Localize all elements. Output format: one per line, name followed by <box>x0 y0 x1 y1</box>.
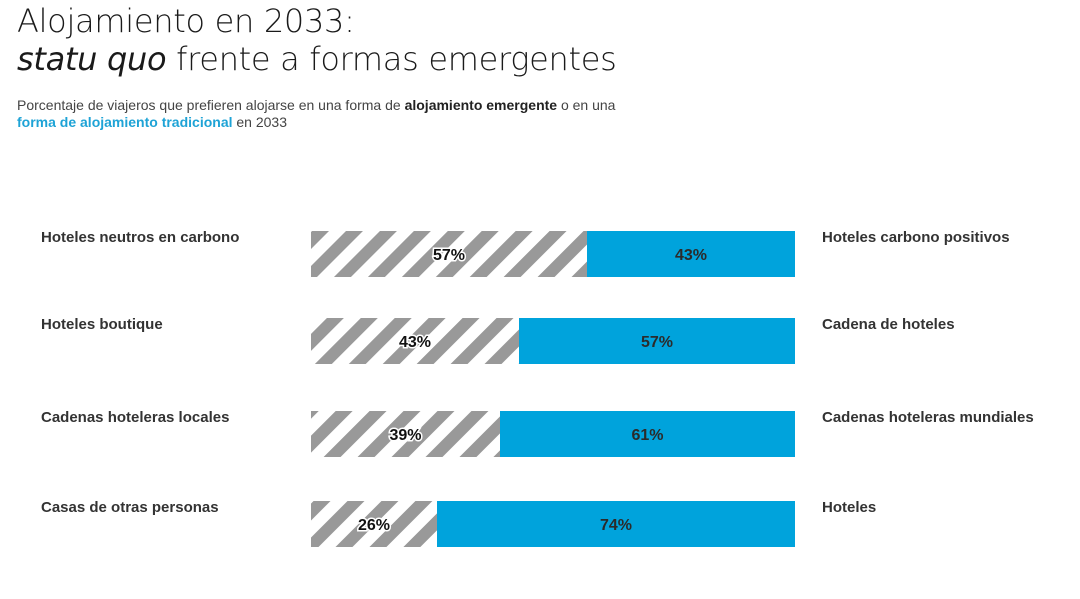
category-right-label-2: Cadenas hoteleras mundiales <box>822 409 1034 426</box>
category-left-label-3: Casas de otras personas <box>41 499 219 516</box>
subtitle-emergent-highlight: alojamiento emergente <box>404 97 558 113</box>
value-label-emergent-2: 39% <box>389 427 421 444</box>
bar-emergent-3 <box>311 501 437 547</box>
bar-emergent-1 <box>311 318 519 364</box>
chart-subtitle: Porcentaje de viajeros que prefieren alo… <box>17 97 717 131</box>
value-label-emergent-3: 26% <box>358 517 390 534</box>
subtitle-part-2: o en una <box>557 97 616 113</box>
title-italic-part: statu quo <box>17 40 167 78</box>
bar-traditional-1 <box>519 318 795 364</box>
value-label-traditional-1: 57% <box>641 334 673 351</box>
subtitle-part-1: Porcentaje de viajeros que prefieren alo… <box>17 97 405 113</box>
category-left-label-0: Hoteles neutros en carbono <box>41 229 240 246</box>
chart-title: Alojamiento en 2033: statu quo frente a … <box>17 2 617 78</box>
value-label-emergent-0: 57% <box>433 247 465 264</box>
category-left-label-2: Cadenas hoteleras locales <box>41 409 230 426</box>
category-right-label-0: Hoteles carbono positivos <box>822 229 1010 246</box>
value-label-traditional-2: 61% <box>631 427 663 444</box>
bar-traditional-2 <box>500 411 795 457</box>
value-label-emergent-1: 43% <box>399 334 431 351</box>
title-line-1: Alojamiento en 2033: <box>17 2 355 40</box>
bar-traditional-0 <box>587 231 795 277</box>
bars-group: 57% 43% 43% 57% 39% 61% 26% 74% <box>311 231 795 547</box>
category-right-label-3: Hoteles <box>822 499 877 516</box>
value-label-traditional-3: 74% <box>600 517 632 534</box>
category-right-label-1: Cadena de hoteles <box>822 316 955 333</box>
subtitle-traditional-highlight: forma de alojamiento tradicional <box>17 114 233 130</box>
bar-emergent-2 <box>311 411 500 457</box>
category-left-label-1: Hoteles boutique <box>41 316 163 333</box>
title-rest-part: frente a formas emergentes <box>166 40 617 78</box>
subtitle-part-3: en 2033 <box>232 114 287 130</box>
title-line-2: statu quo frente a formas emergentes <box>17 40 617 78</box>
value-label-traditional-0: 43% <box>675 247 707 264</box>
bar-emergent-0 <box>311 231 587 277</box>
bar-traditional-3 <box>437 501 795 547</box>
